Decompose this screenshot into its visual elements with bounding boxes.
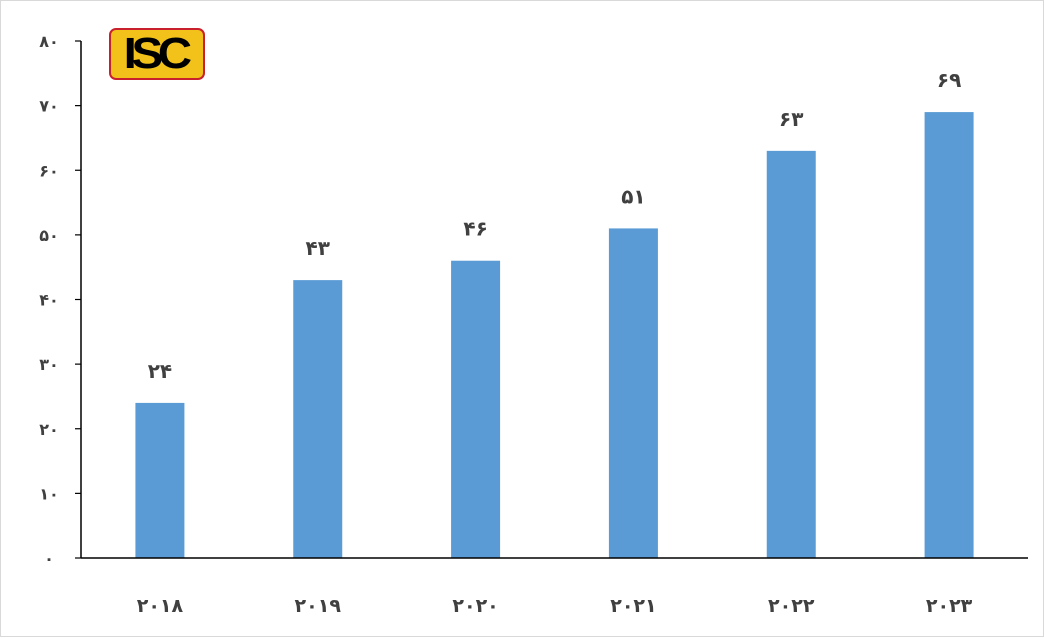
x-tick-label: ۲۰۲۱	[610, 595, 656, 617]
y-tick-label: ۰	[44, 549, 54, 568]
y-tick-label: ۳۰	[39, 355, 59, 374]
bars	[135, 112, 974, 559]
bar	[293, 280, 343, 558]
y-tick-label: ۵۰	[39, 226, 59, 245]
x-axis-ticks: ۲۰۱۸ ۲۰۱۹ ۲۰۲۰ ۲۰۲۱ ۲۰۲۲ ۲۰۲۳	[137, 595, 973, 617]
y-tick-label: ۸۰	[39, 32, 59, 51]
data-labels: ۲۴ ۴۳ ۴۶ ۵۱ ۶۳ ۶۹	[148, 68, 962, 383]
x-tick-label: ۲۰۱۸	[137, 595, 184, 617]
data-label: ۶۳	[779, 107, 803, 131]
bar	[451, 260, 501, 558]
logo-text: ISC	[123, 29, 191, 78]
x-tick-label: ۲۰۲۳	[926, 595, 973, 617]
x-tick-label: ۲۰۲۲	[768, 595, 815, 617]
y-tick-label: ۷۰	[39, 97, 59, 116]
y-tick-label: ۴۰	[39, 291, 59, 310]
bar	[608, 228, 658, 558]
data-label: ۲۴	[148, 359, 172, 383]
y-tick-label: ۲۰	[39, 420, 59, 439]
y-tick-label: ۶۰	[39, 161, 59, 180]
data-label: ۶۹	[937, 68, 961, 92]
data-label: ۴۶	[463, 217, 487, 241]
x-tick-label: ۲۰۲۰	[452, 595, 498, 617]
data-label: ۵۱	[621, 184, 645, 208]
y-tick-label: ۱۰	[39, 484, 59, 503]
bar	[766, 150, 816, 559]
isc-logo: ISC	[109, 28, 205, 80]
x-tick-label: ۲۰۱۹	[295, 595, 342, 617]
data-label: ۴۳	[306, 236, 330, 260]
bar	[924, 112, 974, 559]
y-axis-ticks: ۰ ۱۰ ۲۰ ۳۰ ۴۰ ۵۰ ۶۰ ۷۰ ۸۰	[39, 32, 81, 568]
bar	[135, 402, 185, 558]
